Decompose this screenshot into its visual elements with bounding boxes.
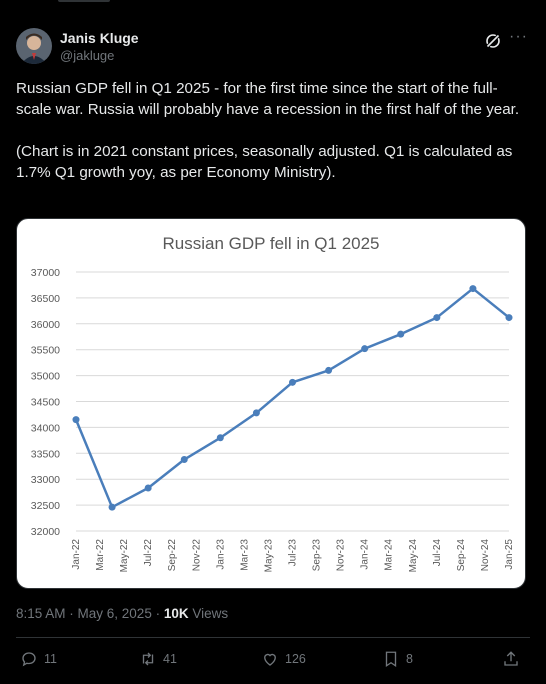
y-tick-label: 33000 <box>31 474 60 486</box>
reply-icon <box>22 652 36 667</box>
data-point <box>252 409 260 417</box>
like-icon <box>264 653 276 666</box>
more-icon[interactable]: ··· <box>509 28 528 45</box>
x-tick-label: May-23 <box>263 539 274 573</box>
previous-post-remnant <box>0 0 546 6</box>
y-tick-label: 35000 <box>31 371 60 383</box>
x-tick-label: Jan-25 <box>504 539 515 570</box>
x-tick-label: Jul-22 <box>143 539 154 567</box>
views-count: 10K <box>163 606 189 621</box>
x-tick-label: Sep-23 <box>312 539 323 572</box>
x-tick-label: Jul-23 <box>288 539 299 567</box>
gdp-line-chart: Russian GDP fell in Q1 2025 32000 32500 33… <box>31 234 515 573</box>
bookmark-icon <box>385 651 397 668</box>
data-point <box>180 456 188 464</box>
data-point <box>144 484 152 492</box>
action-bar: 11 41 126 8 <box>16 648 530 672</box>
x-tick-label: Nov-24 <box>480 539 491 572</box>
data-point <box>72 416 80 424</box>
gdp-series-line <box>74 287 510 509</box>
x-tick-label: Jul-24 <box>432 539 443 567</box>
x-tick-label: Sep-24 <box>456 539 467 572</box>
like-count: 126 <box>285 652 306 666</box>
data-point <box>325 366 333 374</box>
views-label: Views <box>188 606 229 621</box>
bookmark-count: 8 <box>406 652 413 666</box>
chart-image-card[interactable]: Russian GDP fell in Q1 2025 32000 32500 33… <box>16 218 526 589</box>
x-tick-label: Jan-23 <box>215 539 226 570</box>
y-tick-label: 36500 <box>31 293 60 305</box>
x-tick-label: May-24 <box>408 539 419 573</box>
timestamp[interactable]: 8:15 AM · May 6, 2025 · <box>16 606 164 621</box>
data-point <box>289 378 296 386</box>
data-point <box>397 330 405 338</box>
like-button[interactable]: 126 <box>261 648 306 670</box>
x-tick-label: Mar-24 <box>384 539 395 571</box>
post-meta: 8:15 AM · May 6, 2025 · 10K Views <box>16 606 228 621</box>
y-tick-label: 36000 <box>31 319 60 331</box>
y-axis-ticks: 32000 32500 33000 33500 34000 34500 35000 35500… <box>31 267 60 538</box>
data-point <box>505 314 513 322</box>
data-point <box>108 503 116 511</box>
data-point <box>433 314 441 322</box>
chart-gridlines <box>76 271 509 532</box>
y-tick-label: 33500 <box>31 448 60 460</box>
back-arrow-icon[interactable] <box>20 0 34 4</box>
x-tick-label: Jan-22 <box>71 539 82 570</box>
post-paragraph-1: Russian GDP fell in Q1 2025 - for the fi… <box>16 80 520 118</box>
y-tick-label: 37000 <box>31 267 60 279</box>
x-axis-ticks: Jan-22 Mar-22 May-22 Jul-22 Sep-22 Nov-22 Jan-… <box>71 539 515 573</box>
previous-header-remnant <box>58 0 110 2</box>
x-tick-label: Nov-22 <box>191 539 202 572</box>
author-handle[interactable]: @jakluge <box>60 48 115 63</box>
x-tick-label: Mar-23 <box>239 539 250 571</box>
x-tick-label: Jan-24 <box>360 539 371 570</box>
share-button[interactable] <box>502 648 520 670</box>
bookmark-button[interactable]: 8 <box>382 648 413 670</box>
x-tick-label: May-22 <box>119 539 130 573</box>
share-icon <box>504 651 518 666</box>
repost-count: 41 <box>163 652 177 666</box>
y-tick-label: 35500 <box>31 345 60 357</box>
reply-count: 11 <box>44 652 57 666</box>
y-tick-label: 34000 <box>31 422 60 434</box>
repost-icon <box>142 652 154 666</box>
post-paragraph-2: (Chart is in 2021 constant prices, seaso… <box>16 143 513 181</box>
post-header: Janis Kluge @jakluge ··· <box>16 28 530 68</box>
reply-button[interactable]: 11 <box>20 648 57 670</box>
y-tick-label: 32000 <box>31 526 60 538</box>
x-tick-label: Mar-22 <box>95 539 106 571</box>
data-point <box>469 285 477 293</box>
x-tick-label: Nov-23 <box>336 539 347 572</box>
grok-icon[interactable] <box>484 32 502 50</box>
y-tick-label: 34500 <box>31 397 60 409</box>
post-text: Russian GDP fell in Q1 2025 - for the fi… <box>16 78 526 183</box>
x-tick-label: Sep-22 <box>167 539 178 572</box>
chart-title: Russian GDP fell in Q1 2025 <box>162 234 379 253</box>
chart-series <box>72 285 513 511</box>
data-point <box>361 345 369 353</box>
y-tick-label: 32500 <box>31 500 60 512</box>
repost-button[interactable]: 41 <box>139 648 177 670</box>
author-name[interactable]: Janis Kluge <box>60 30 139 46</box>
avatar[interactable] <box>16 28 52 64</box>
divider <box>16 637 530 638</box>
data-point <box>216 434 224 442</box>
